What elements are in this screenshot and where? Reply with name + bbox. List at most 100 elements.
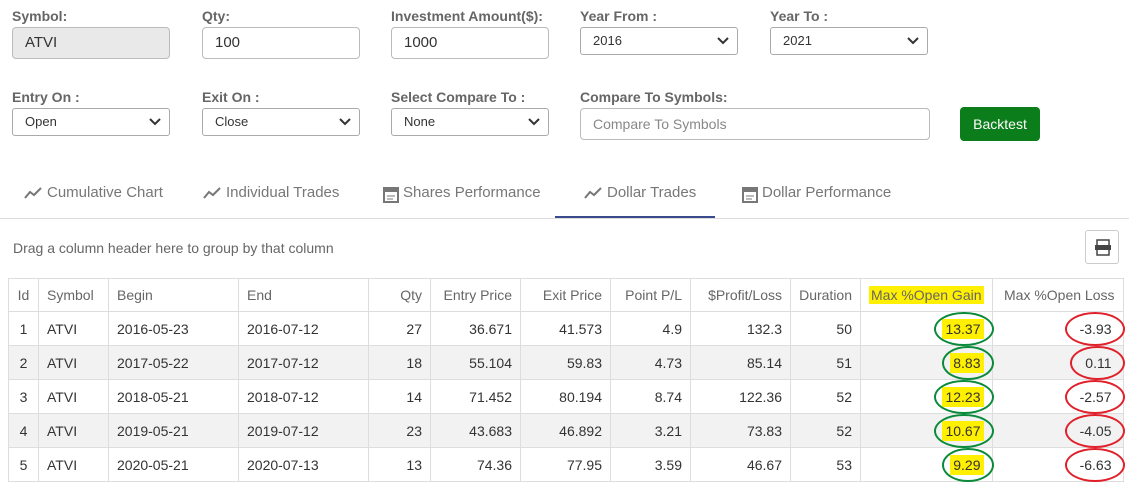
table-cell: 2019-05-21 <box>108 413 239 448</box>
exit-label: Exit On : <box>202 89 260 105</box>
table-cell: 2 <box>8 345 39 380</box>
cell-text: 2016-07-12 <box>247 320 319 337</box>
table-cell: 4.73 <box>610 345 691 380</box>
exit-select[interactable]: Close <box>202 108 360 136</box>
column-header: Begin <box>108 278 239 312</box>
cell-text: 52 <box>836 388 852 405</box>
cell-text: 80.194 <box>559 388 602 405</box>
cell-text: 53 <box>836 456 852 473</box>
cell-text: ATVI <box>47 456 78 473</box>
chevron <box>339 118 351 126</box>
cell-text: 2018-05-21 <box>117 388 189 405</box>
table-cell: 2018-05-21 <box>108 379 239 414</box>
cell-text: -4.05 <box>1064 413 1125 448</box>
year-to-value: 2021 <box>783 33 812 48</box>
table-cell: 14 <box>368 379 431 414</box>
tab[interactable]: Individual Trades <box>203 184 339 218</box>
tab[interactable]: Dollar Performance <box>741 184 891 218</box>
exit-value: Close <box>215 114 249 129</box>
table-cell: 4.9 <box>610 311 691 346</box>
cell-text: 27 <box>406 320 422 337</box>
column-header-text: Point P/L <box>625 287 682 303</box>
symbol-input[interactable]: ATVI <box>12 27 170 59</box>
column-header-text: Duration <box>799 287 852 303</box>
backtest-button[interactable]: Backtest <box>960 107 1040 141</box>
table-cell: 2020-05-21 <box>108 447 239 482</box>
compare-value: None <box>404 114 436 129</box>
table-cell: 132.3 <box>690 311 791 346</box>
cell-text: 3.59 <box>654 456 682 473</box>
table-cell: 74.36 <box>430 447 521 482</box>
tab-label: Cumulative Chart <box>47 184 163 201</box>
table-cell: 2016-05-23 <box>108 311 239 346</box>
table-cell: 13.37 <box>860 311 994 346</box>
tab-label: Dollar Trades <box>607 184 697 201</box>
table-cell: 73.83 <box>690 413 791 448</box>
cell-text: 23 <box>406 422 422 439</box>
table-cell: -4.05 <box>991 413 1125 448</box>
table-cell: 51 <box>790 345 861 380</box>
cell-text: 1 <box>19 320 28 337</box>
column-header: Max %Open Loss <box>991 278 1124 312</box>
table-cell: -3.93 <box>991 311 1125 346</box>
table-cell: 36.671 <box>430 311 521 346</box>
qty-input[interactable]: 100 <box>202 27 360 59</box>
table-cell: 2019-07-12 <box>238 413 369 448</box>
compare-select[interactable]: None <box>391 108 549 136</box>
table-cell: 2020-07-13 <box>238 447 369 482</box>
chart-icon <box>584 187 602 199</box>
cell-text: 77.95 <box>566 456 602 473</box>
chart-icon <box>24 187 42 199</box>
divider <box>0 218 1129 219</box>
cell-text: 12.23 <box>934 379 994 414</box>
investment-input[interactable]: 1000 <box>391 27 549 59</box>
cell-text: ATVI <box>47 422 78 439</box>
cell-text: 8.83 <box>942 345 994 380</box>
cell-text: 3 <box>19 388 28 405</box>
tab[interactable]: Shares Performance <box>382 184 541 218</box>
chevron <box>149 118 161 126</box>
cell-text: 2019-05-21 <box>117 422 189 439</box>
entry-label: Entry On : <box>12 89 80 105</box>
table-cell: 122.36 <box>690 379 791 414</box>
table-row: 3 ATVI 2018-05-21 2018-07-12 14 71.452 80.194 8… <box>8 379 1125 414</box>
cell-text: 4 <box>19 422 28 439</box>
cell-text: 2 <box>19 354 28 371</box>
tab[interactable]: Cumulative Chart <box>24 184 163 218</box>
qty-label: Qty: <box>202 8 230 24</box>
table-cell: 41.573 <box>520 311 611 346</box>
cell-text: 5 <box>19 456 28 473</box>
column-header-text: Max %Open Gain <box>869 286 984 304</box>
table-row: 2 ATVI 2017-05-22 2017-07-12 18 55.104 59.83 4.… <box>8 345 1125 380</box>
cell-text: 13 <box>406 456 422 473</box>
compare-symbols-input[interactable]: Compare To Symbols <box>580 108 930 140</box>
entry-value: Open <box>25 114 57 129</box>
trades-table: Id Symbol Begin End Qty Entry Price Exit Price… <box>8 278 1125 482</box>
cell-text: 85.14 <box>746 354 782 371</box>
chart-icon <box>203 187 221 199</box>
tab[interactable]: Dollar Trades <box>555 184 715 218</box>
chevron <box>528 118 540 126</box>
cell-text: 51 <box>836 354 852 371</box>
table-cell: ATVI <box>38 379 109 414</box>
calendar-icon <box>742 187 758 203</box>
table-cell: 9.29 <box>860 447 994 482</box>
entry-select[interactable]: Open <box>12 108 170 136</box>
column-header: Max %Open Gain <box>860 278 993 312</box>
table-cell: 8.83 <box>860 345 994 380</box>
table-cell: 2018-07-12 <box>238 379 369 414</box>
cell-text: 14 <box>406 388 422 405</box>
cell-text: 73.83 <box>746 422 782 439</box>
cell-text: 74.36 <box>476 456 512 473</box>
year-to-select[interactable]: 2021 <box>770 27 928 55</box>
export-button[interactable] <box>1085 230 1119 264</box>
cell-text: 9.29 <box>942 447 994 482</box>
column-header: Qty <box>368 278 431 312</box>
table-cell: 46.67 <box>690 447 791 482</box>
cell-text: 41.573 <box>559 320 602 337</box>
column-header-text: End <box>247 287 272 303</box>
year-from-select[interactable]: 2016 <box>580 27 738 55</box>
table-cell: 2017-05-22 <box>108 345 239 380</box>
cell-text: 18 <box>406 354 422 371</box>
